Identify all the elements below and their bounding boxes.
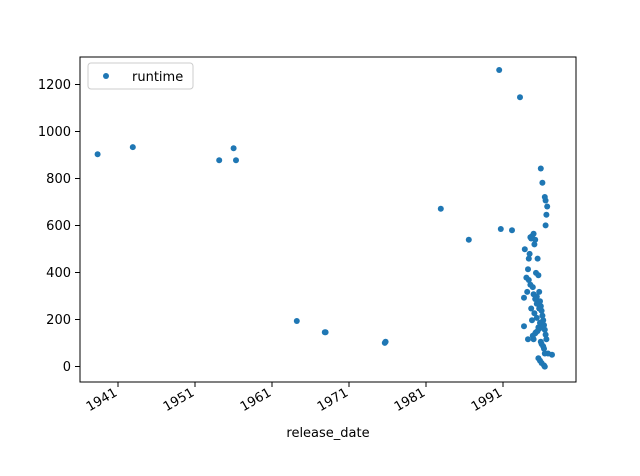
scatter-series-runtime — [94, 67, 555, 370]
data-point — [536, 325, 543, 332]
data-point — [542, 222, 549, 229]
data-point — [534, 255, 541, 262]
data-point — [531, 310, 538, 317]
y-tick-0: 0 — [63, 360, 80, 375]
data-point — [530, 291, 537, 298]
y-tick-label: 1200 — [38, 78, 71, 93]
data-point — [521, 294, 527, 301]
data-point — [322, 329, 329, 336]
data-point — [542, 331, 549, 338]
y-tick-label: 200 — [46, 313, 71, 328]
y-tick-label: 800 — [46, 172, 71, 187]
data-point — [533, 314, 540, 321]
legend-label-runtime: runtime — [132, 70, 183, 85]
y-tick-1000: 1000 — [38, 125, 80, 140]
data-point — [527, 281, 534, 288]
legend-box — [87, 62, 194, 90]
data-point — [465, 236, 472, 243]
data-point — [532, 296, 539, 302]
data-point — [528, 305, 535, 312]
data-point — [293, 318, 300, 324]
data-point — [539, 179, 546, 186]
y-tick-200: 200 — [46, 313, 80, 328]
y-axis: 0 200 400 600 800 1000 1200 — [38, 78, 80, 375]
data-point — [541, 363, 548, 370]
data-point — [531, 241, 538, 248]
data-point — [437, 205, 444, 212]
data-point — [538, 341, 545, 347]
data-point — [216, 157, 223, 164]
data-point — [535, 272, 542, 279]
data-point — [536, 305, 543, 312]
y-tick-label: 0 — [63, 360, 71, 375]
y-tick-label: 1000 — [38, 125, 71, 140]
data-point — [526, 250, 533, 257]
data-point — [532, 236, 539, 243]
data-point — [541, 345, 547, 352]
y-tick-1200: 1200 — [38, 78, 80, 93]
data-point — [541, 350, 548, 357]
plot-frame — [79, 56, 577, 383]
data-point — [517, 94, 523, 101]
data-point — [129, 144, 136, 151]
data-point — [541, 194, 548, 200]
data-point — [529, 317, 535, 324]
data-point — [496, 67, 503, 73]
x-axis-title: release_date — [286, 426, 369, 441]
data-point — [497, 226, 504, 232]
legend-marker — [103, 73, 109, 79]
data-point — [233, 157, 239, 164]
data-point — [521, 246, 528, 253]
data-point — [539, 312, 546, 319]
data-point — [530, 230, 537, 237]
data-point — [525, 255, 532, 262]
data-point — [543, 336, 550, 343]
y-tick-400: 400 — [46, 266, 80, 281]
data-point — [537, 319, 543, 326]
data-point — [230, 145, 237, 152]
y-tick-600: 600 — [46, 219, 80, 234]
data-point — [543, 211, 550, 218]
data-point — [525, 266, 531, 273]
y-tick-800: 800 — [46, 172, 80, 187]
data-point — [537, 165, 544, 172]
data-point — [525, 336, 531, 343]
data-point — [523, 274, 530, 281]
data-point — [94, 151, 101, 158]
data-point — [382, 338, 389, 345]
data-point — [536, 288, 543, 295]
data-point — [509, 227, 515, 234]
y-tick-label: 400 — [46, 266, 71, 281]
data-point — [549, 351, 555, 358]
data-point — [524, 288, 531, 295]
data-point — [544, 203, 551, 210]
y-tick-label: 600 — [46, 219, 71, 234]
data-point — [521, 323, 527, 330]
data-point — [533, 300, 540, 307]
legend: runtime — [87, 62, 194, 90]
